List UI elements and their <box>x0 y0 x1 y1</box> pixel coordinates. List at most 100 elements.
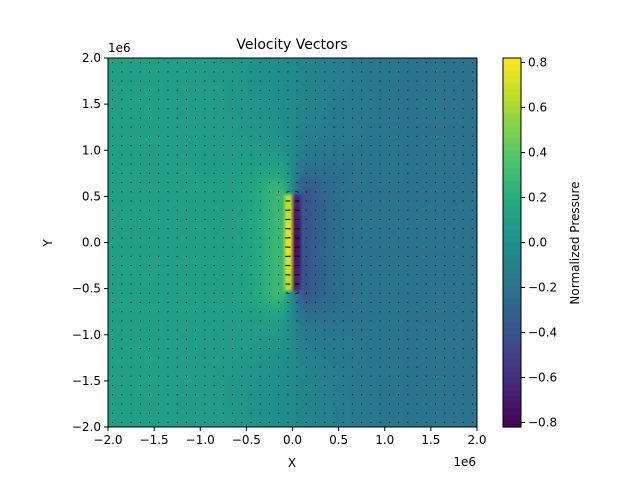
velocity-arrow <box>434 144 437 147</box>
velocity-arrow <box>194 172 197 175</box>
velocity-arrow <box>324 283 326 285</box>
velocity-arrow <box>158 191 160 193</box>
colorbar-segment <box>503 390 521 397</box>
velocity-arrow <box>148 301 151 304</box>
velocity-arrow <box>231 218 234 221</box>
velocity-arrow <box>425 338 427 341</box>
velocity-arrow <box>259 108 261 110</box>
velocity-arrow <box>185 209 188 211</box>
velocity-arrow <box>285 292 290 295</box>
velocity-arrow <box>324 144 326 147</box>
velocity-arrow <box>342 375 344 377</box>
velocity-arrow <box>360 403 363 405</box>
velocity-arrow <box>185 301 188 304</box>
velocity-arrow <box>388 218 391 221</box>
velocity-arrow <box>268 163 271 165</box>
velocity-arrow <box>268 347 271 350</box>
y-tick-label: −2.0 <box>72 420 101 434</box>
velocity-arrow <box>194 320 197 322</box>
velocity-arrow <box>130 357 132 359</box>
velocity-arrow <box>111 172 114 175</box>
velocity-arrow <box>130 200 132 202</box>
y-axis-offset-label: 1e6 <box>108 41 131 55</box>
velocity-arrow <box>379 172 381 175</box>
velocity-arrow <box>250 80 252 82</box>
velocity-arrow <box>453 163 455 165</box>
velocity-arrow <box>324 126 326 128</box>
velocity-arrow <box>268 108 271 110</box>
velocity-arrow-head <box>288 255 291 258</box>
velocity-arrow <box>453 200 455 202</box>
velocity-arrow <box>305 154 308 156</box>
velocity-arrow <box>121 347 123 350</box>
velocity-arrow <box>277 190 280 193</box>
velocity-arrow <box>222 200 225 202</box>
velocity-arrow <box>268 200 271 202</box>
velocity-arrow <box>342 108 344 110</box>
velocity-arrow <box>194 80 197 82</box>
velocity-arrow <box>231 98 234 101</box>
velocity-arrow <box>370 61 372 64</box>
velocity-arrow <box>231 421 234 424</box>
velocity-arrow <box>111 163 114 165</box>
colorbar-segment <box>503 137 521 145</box>
velocity-arrow <box>342 357 344 359</box>
velocity-arrow <box>342 292 344 294</box>
velocity-arrow <box>148 329 151 331</box>
velocity-arrow <box>231 403 234 405</box>
velocity-arrow <box>314 338 317 341</box>
velocity-arrow <box>453 181 455 184</box>
velocity-arrow <box>388 172 391 175</box>
velocity-arrow <box>351 135 354 138</box>
velocity-arrow <box>231 191 234 193</box>
velocity-arrow <box>231 375 234 377</box>
velocity-arrow <box>416 154 418 156</box>
velocity-arrow <box>167 283 169 285</box>
velocity-arrow <box>241 357 243 359</box>
velocity-arrow <box>314 320 317 322</box>
velocity-arrow <box>204 421 206 424</box>
velocity-arrow <box>268 209 271 211</box>
velocity-arrow <box>158 292 160 294</box>
velocity-arrow <box>305 283 308 285</box>
colorbar-segment <box>503 297 521 305</box>
velocity-arrow <box>453 301 455 304</box>
colorbar-segment <box>503 181 521 188</box>
velocity-arrow <box>342 338 344 341</box>
velocity-arrow <box>397 283 400 285</box>
y-axis-label: Y <box>41 239 55 248</box>
colorbar-segment <box>503 359 521 367</box>
velocity-arrow <box>305 163 308 165</box>
colorbar-segment <box>503 365 521 373</box>
velocity-arrow <box>121 135 123 138</box>
velocity-arrow <box>277 163 280 165</box>
velocity-arrow <box>157 200 160 202</box>
velocity-arrow <box>471 310 474 313</box>
velocity-arrow-head <box>298 246 300 248</box>
velocity-arrow <box>360 71 363 73</box>
velocity-arrow <box>185 292 188 294</box>
velocity-arrow <box>305 329 308 331</box>
velocity-arrow <box>148 200 151 202</box>
velocity-arrow <box>370 108 372 110</box>
velocity-arrow <box>259 375 261 377</box>
velocity-arrow <box>324 347 326 350</box>
velocity-arrow <box>277 320 280 322</box>
velocity-arrow <box>111 366 114 368</box>
velocity-arrow <box>194 274 197 276</box>
colorbar-segment <box>503 279 521 287</box>
velocity-arrow <box>324 209 326 211</box>
velocity-arrow <box>222 292 225 294</box>
velocity-arrow <box>148 163 151 165</box>
velocity-arrow <box>204 384 206 387</box>
velocity-arrow <box>277 338 280 341</box>
velocity-arrow <box>360 264 363 267</box>
colorbar-tick-label: 0.6 <box>528 101 547 115</box>
velocity-arrow <box>185 310 188 313</box>
colorbar-segment <box>503 420 521 428</box>
colorbar-segment <box>503 285 521 293</box>
velocity-arrow <box>333 61 335 64</box>
velocity-arrow <box>121 310 123 313</box>
velocity-arrow <box>139 144 141 147</box>
